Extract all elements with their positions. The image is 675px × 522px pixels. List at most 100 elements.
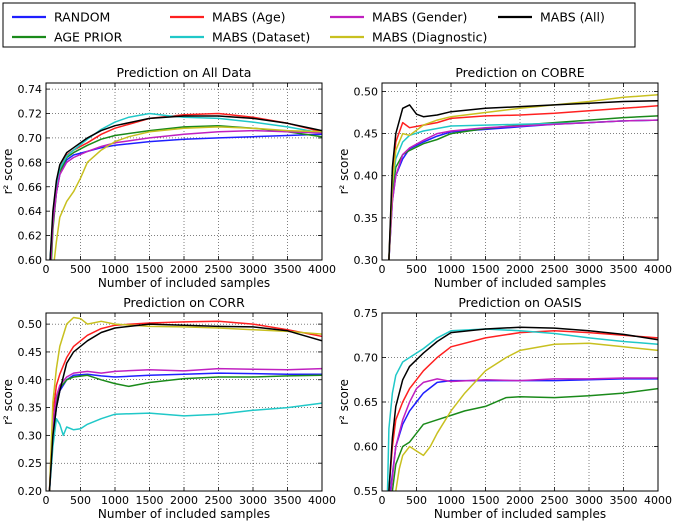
x-tick-label: 3000 [239,263,267,276]
series-line [48,320,322,491]
series-line [48,316,322,491]
series-group [48,316,322,491]
legend: RANDOM AGE PRIOR MABS (Age) MABS (Dataset) M… [2,2,636,48]
x-tick-label: 2000 [506,494,534,507]
x-tick-label: 3500 [274,494,302,507]
chart-title: Prediction on OASIS [458,295,581,310]
y-tick-label: 0.60 [354,441,379,454]
y-tick-label: 0.30 [354,254,379,267]
x-tick-label: 4000 [308,263,336,276]
series-line [49,115,322,260]
y-tick-label: 0.64 [18,205,43,218]
y-tick-label: 0.40 [18,374,43,387]
series-line [53,126,322,260]
legend-label: MABS (Gender) [372,10,467,25]
x-tick-label: 2500 [205,263,233,276]
x-tick-label: 0 [43,263,50,276]
y-tick-label: 0.35 [18,402,43,415]
x-tick-label: 1000 [101,263,129,276]
x-tick-label: 500 [406,494,427,507]
y-tick-label: 0.66 [18,181,43,194]
y-tick-label: 0.35 [354,212,379,225]
x-tick-label: 500 [70,263,91,276]
y-tick-label: 0.74 [18,83,43,96]
legend-label: MABS (Dataset) [212,30,310,45]
series-line [388,330,658,491]
x-tick-label: 2500 [541,263,569,276]
x-tick-label: 0 [379,263,386,276]
legend-label: MABS (Age) [212,10,286,25]
x-tick-label: 2000 [170,263,198,276]
series-line [49,112,322,260]
legend-label: MABS (All) [540,10,605,25]
series-line [388,115,658,260]
x-axis-label: Number of included samples [98,507,270,521]
series-line [48,374,322,491]
y-tick-label: 0.70 [354,352,379,365]
chart-title: Prediction on CORR [123,295,245,310]
series-line [389,378,658,491]
y-tick-label: 0.62 [18,230,43,243]
y-tick-label: 0.60 [18,254,43,267]
x-tick-label: 500 [70,494,91,507]
x-tick-label: 1500 [136,263,164,276]
y-tick-label: 0.20 [18,485,43,498]
y-tick-label: 0.30 [18,429,43,442]
x-tick-label: 4000 [308,494,336,507]
x-tick-label: 2500 [205,494,233,507]
x-tick-label: 1500 [472,494,500,507]
y-tick-label: 0.25 [18,457,43,470]
x-tick-label: 2500 [541,494,569,507]
chart-title: Prediction on All Data [117,65,252,80]
series-line [390,377,658,491]
x-tick-label: 3000 [239,494,267,507]
y-tick-label: 0.68 [18,156,43,169]
legend-label: AGE PRIOR [54,30,123,45]
series-line [48,323,322,491]
plot-area [46,313,322,491]
x-tick-label: 2000 [506,263,534,276]
y-tick-label: 0.70 [18,132,43,145]
x-tick-label: 1000 [437,494,465,507]
y-tick-label: 0.65 [354,396,379,409]
series-line [395,342,658,491]
series-line [388,105,658,260]
series-group [386,326,658,491]
series-line [48,367,322,491]
y-tick-label: 0.72 [18,108,43,121]
x-tick-label: 500 [406,263,427,276]
x-tick-label: 2000 [170,494,198,507]
series-line [50,129,322,260]
legend-label: MABS (Diagnostic) [372,30,487,45]
x-tick-label: 3000 [575,263,603,276]
series-line [388,119,658,260]
x-tick-label: 1000 [437,263,465,276]
y-axis-label: r² score [1,379,15,425]
x-tick-label: 3000 [575,494,603,507]
series-line [391,387,658,491]
x-tick-label: 1000 [101,494,129,507]
x-tick-label: 3500 [610,263,638,276]
x-tick-label: 4000 [644,263,672,276]
x-axis-label: Number of included samples [434,507,606,521]
y-axis-label: r² score [337,149,351,195]
chart-panels: 0 500 1000 1500 2000 2500 3000 3500 4000 0.60 0.62… [1,65,672,521]
chart-title: Prediction on COBRE [455,65,584,80]
x-axis-label: Number of included samples [434,276,606,290]
series-line [386,328,658,491]
x-tick-label: 1500 [136,494,164,507]
x-tick-label: 0 [379,494,386,507]
x-tick-label: 0 [43,494,50,507]
y-axis-label: r² score [1,149,15,195]
legend-frame [2,2,636,48]
chart-panel: 0 500 1000 1500 2000 2500 3000 3500 4000 0.30 0.35… [337,65,672,290]
x-tick-label: 3500 [610,494,638,507]
chart-panel: 0 500 1000 1500 2000 2500 3000 3500 4000 0.60 0.62… [1,65,336,290]
series-line [48,402,322,491]
y-tick-label: 0.50 [18,318,43,331]
y-tick-label: 0.45 [18,346,43,359]
series-line [388,94,658,260]
y-tick-label: 0.55 [354,485,379,498]
series-group [49,112,322,260]
